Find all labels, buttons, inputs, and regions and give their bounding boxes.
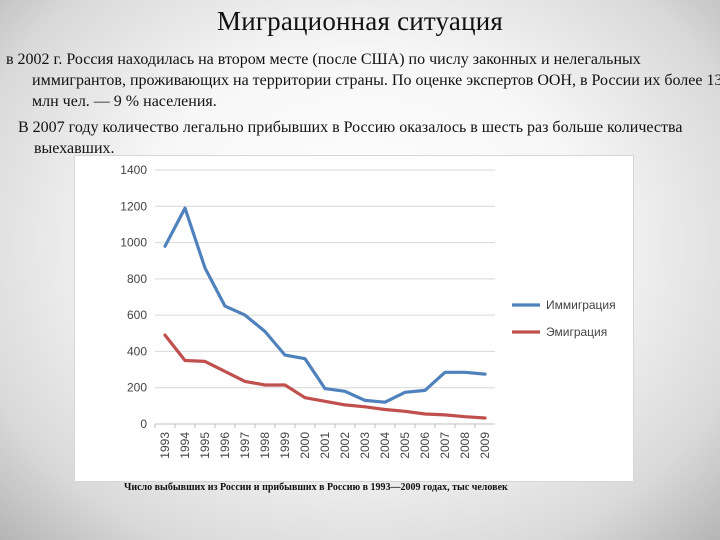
data-point <box>423 412 427 416</box>
data-point <box>263 330 267 333</box>
y-tick-label: 0 <box>140 417 147 431</box>
x-tick-label: 1998 <box>258 432 272 459</box>
x-tick-label: 2006 <box>418 432 432 459</box>
data-point <box>243 313 247 317</box>
data-point <box>203 360 207 363</box>
x-tick-label: 1993 <box>158 432 172 459</box>
data-point <box>443 413 447 417</box>
y-tick-label: 600 <box>127 308 147 322</box>
paragraph-migration-2002: в 2002 г. Россия находилась на втором ме… <box>6 51 720 110</box>
data-point <box>303 357 307 360</box>
data-point <box>283 353 287 357</box>
data-point <box>183 206 187 210</box>
slide-title: Миграционная ситуация <box>217 6 503 36</box>
data-point <box>303 396 307 399</box>
data-point <box>343 403 347 407</box>
x-tick-label: 2004 <box>378 432 392 459</box>
data-point <box>283 383 287 387</box>
series-line-immigration <box>163 206 487 404</box>
migration-chart: 0 200 400 600 800 1000 1200 1400 1993 1994 1995 199… <box>74 155 634 482</box>
data-point <box>383 401 387 404</box>
data-point <box>483 416 487 420</box>
data-point <box>403 410 407 413</box>
x-tick-label: 2008 <box>458 432 472 459</box>
chart-canvas: 0 200 400 600 800 1000 1200 1400 1993 1994 1995 199… <box>120 163 616 459</box>
series-line-emigration <box>163 333 487 420</box>
data-point <box>403 391 407 394</box>
data-point <box>203 266 207 270</box>
x-tick-label: 2009 <box>478 432 492 459</box>
data-point <box>423 389 427 392</box>
data-point <box>343 390 347 393</box>
x-tick-label: 1995 <box>198 432 212 459</box>
x-tick-label: 1994 <box>178 432 192 459</box>
x-tick-label: 2000 <box>298 432 312 459</box>
x-tick-label: 2001 <box>318 432 332 459</box>
data-point <box>463 415 467 418</box>
y-tick-label: 1000 <box>120 236 147 250</box>
paragraph-migration-2007: В 2007 году количество легально прибывши… <box>18 119 683 157</box>
data-point <box>383 408 387 411</box>
legend-label: Эмиграция <box>546 325 607 339</box>
data-point <box>483 372 487 376</box>
x-tick-label: 1999 <box>278 432 292 459</box>
data-point <box>183 359 187 362</box>
legend-label: Иммиграция <box>546 298 616 312</box>
y-tick-label: 400 <box>127 344 147 358</box>
x-tick-label: 1996 <box>218 432 232 459</box>
data-point <box>323 387 327 390</box>
data-point <box>363 399 367 402</box>
x-tick-label: 2007 <box>438 432 452 459</box>
x-tick-label: 2002 <box>338 432 352 459</box>
data-point <box>323 400 327 403</box>
x-tick-label: 1997 <box>238 432 252 459</box>
data-point <box>443 371 447 374</box>
y-tick-label: 800 <box>127 272 147 286</box>
x-tick-label: 2003 <box>358 432 372 459</box>
y-tick-label: 1400 <box>120 163 147 177</box>
data-point <box>243 380 247 383</box>
data-point <box>463 371 467 374</box>
y-tick-label: 1200 <box>120 199 147 213</box>
data-point <box>163 333 167 337</box>
data-point <box>363 405 367 408</box>
x-tick-label: 2005 <box>398 432 412 459</box>
data-point <box>163 245 167 248</box>
data-point <box>223 370 227 373</box>
y-tick-label: 200 <box>127 381 147 395</box>
data-point <box>223 304 227 308</box>
chart-caption: Число выбывших из России и прибывших в Р… <box>124 482 508 493</box>
data-point <box>263 383 267 387</box>
